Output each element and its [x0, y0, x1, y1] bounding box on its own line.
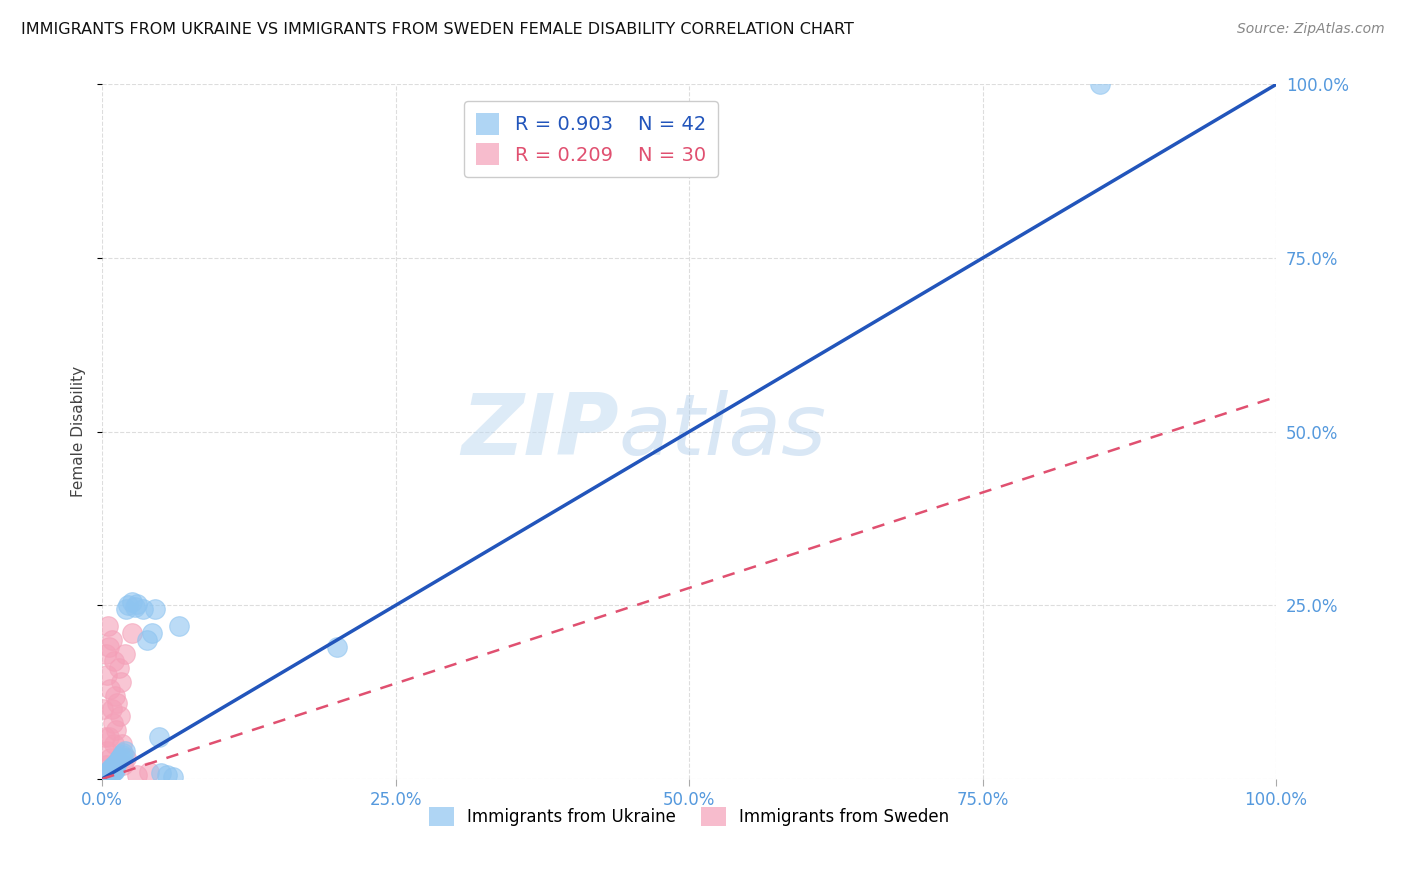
Point [96, 744, 118, 758]
Point [104, 758, 127, 772]
Point [121, 626, 143, 640]
Point [1088, 78, 1111, 92]
Text: atlas: atlas [619, 390, 827, 473]
Point [98, 766, 121, 780]
Point [141, 626, 163, 640]
Point [101, 764, 124, 778]
Point [156, 768, 179, 782]
Point [97, 619, 120, 633]
Point [101, 716, 124, 731]
Point [100, 751, 122, 765]
Point [149, 766, 172, 780]
Point [100, 761, 122, 775]
Point [114, 601, 136, 615]
Point [103, 762, 125, 776]
Point [97, 764, 120, 779]
Point [100, 762, 122, 776]
Point [105, 723, 128, 738]
Point [127, 597, 149, 611]
Point [108, 751, 131, 765]
Point [107, 696, 129, 710]
Point [103, 764, 125, 779]
Point [107, 661, 129, 675]
Point [135, 633, 157, 648]
Point [104, 763, 127, 777]
Legend: Immigrants from Ukraine, Immigrants from Sweden: Immigrants from Ukraine, Immigrants from… [422, 800, 956, 833]
Point [100, 765, 122, 780]
Point [103, 737, 125, 751]
Point [93, 702, 115, 716]
Text: ZIP: ZIP [461, 390, 619, 473]
Y-axis label: Female Disability: Female Disability [72, 366, 86, 497]
Point [100, 764, 122, 779]
Point [98, 731, 121, 745]
Point [111, 747, 134, 762]
Point [114, 744, 136, 758]
Point [112, 758, 135, 772]
Point [103, 654, 125, 668]
Point [98, 764, 121, 778]
Point [138, 764, 160, 779]
Point [143, 601, 166, 615]
Point [167, 619, 190, 633]
Point [94, 647, 117, 661]
Point [101, 759, 124, 773]
Point [107, 752, 129, 766]
Point [93, 731, 115, 745]
Point [94, 767, 117, 781]
Point [96, 667, 118, 681]
Point [117, 599, 139, 613]
Point [100, 702, 122, 716]
Point [105, 756, 128, 771]
Point [94, 758, 117, 772]
Point [108, 709, 131, 723]
Point [93, 769, 115, 783]
Point [104, 689, 127, 703]
Point [132, 601, 155, 615]
Point [127, 768, 149, 782]
Point [111, 737, 134, 751]
Point [326, 640, 349, 654]
Point [114, 751, 136, 765]
Point [124, 599, 146, 614]
Point [110, 674, 132, 689]
Point [114, 647, 136, 661]
Point [96, 768, 118, 782]
Point [148, 731, 170, 745]
Point [98, 640, 121, 654]
Point [100, 633, 122, 648]
Text: IMMIGRANTS FROM UKRAINE VS IMMIGRANTS FROM SWEDEN FEMALE DISABILITY CORRELATION : IMMIGRANTS FROM UKRAINE VS IMMIGRANTS FR… [21, 22, 853, 37]
Point [96, 765, 118, 780]
Point [107, 755, 129, 769]
Point [121, 595, 143, 609]
Point [110, 749, 132, 764]
Text: Source: ZipAtlas.com: Source: ZipAtlas.com [1237, 22, 1385, 37]
Point [97, 768, 120, 782]
Point [162, 770, 184, 784]
Point [100, 681, 122, 696]
Point [112, 746, 135, 760]
Point [97, 764, 120, 779]
